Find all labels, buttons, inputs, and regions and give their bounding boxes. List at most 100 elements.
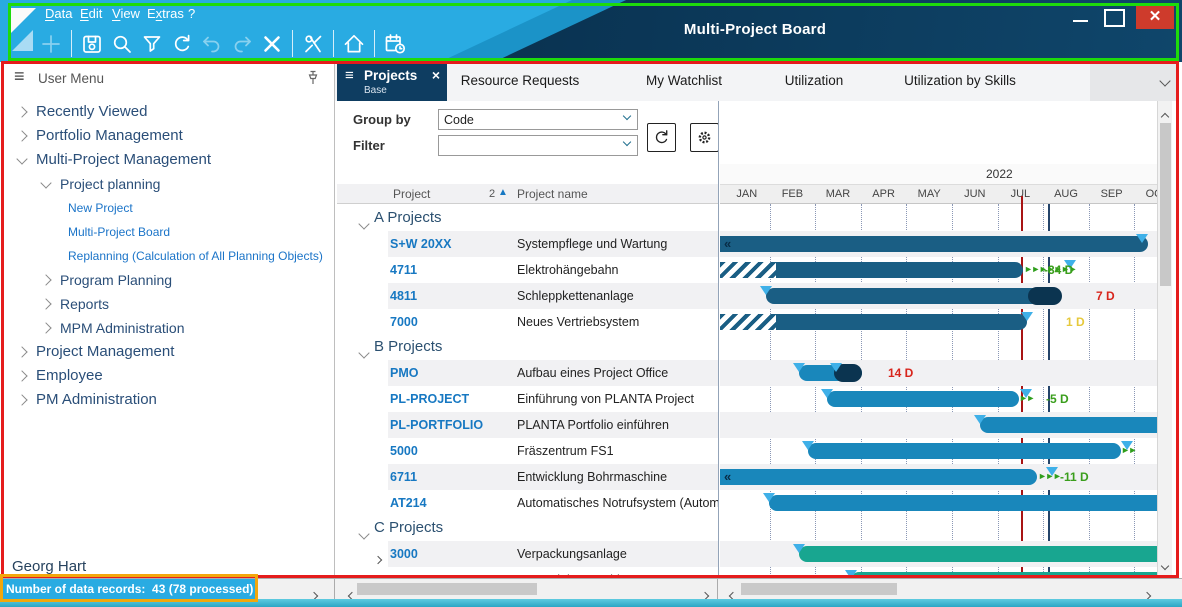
project-code-link[interactable]: PMO — [390, 366, 419, 380]
minimize-button[interactable] — [1070, 10, 1092, 26]
close-window-button[interactable]: ✕ — [1136, 6, 1174, 29]
divider — [717, 579, 718, 599]
search-button[interactable] — [109, 29, 135, 59]
toolbar-separator — [292, 30, 293, 57]
chevron-right-icon[interactable] — [40, 322, 52, 334]
tab-menu-icon[interactable]: ≡ — [345, 67, 354, 84]
vertical-scrollbar[interactable] — [1157, 101, 1172, 578]
home-icon — [344, 34, 364, 52]
sidebar-item-employee[interactable]: Employee — [4, 364, 334, 388]
month-gridline — [815, 204, 817, 578]
tab-projects-active[interactable]: ≡ Projects × Base — [337, 64, 447, 101]
tab-utilization[interactable]: Utilization — [784, 73, 844, 88]
project-code-link[interactable]: AT214 — [390, 496, 427, 510]
reload-button[interactable] — [647, 123, 676, 152]
expand-chevron-right-icon[interactable] — [373, 550, 383, 568]
group-by-select[interactable]: Code — [438, 109, 638, 130]
chevron-right-icon[interactable] — [16, 370, 28, 382]
gantt-bar-at214[interactable] — [769, 495, 1157, 511]
sidebar-item-project-planning[interactable]: Project planning — [4, 172, 334, 196]
chevron-right-icon[interactable] — [16, 106, 28, 118]
today-line — [1021, 196, 1023, 578]
gantt-bar-pl-project[interactable] — [827, 391, 1019, 407]
menu-item-view[interactable]: View — [112, 6, 140, 21]
project-code-link[interactable]: 4811 — [390, 289, 418, 303]
sidebar-item-recently-viewed[interactable]: Recently Viewed — [4, 100, 334, 124]
group-header-c-projects[interactable]: C Projects — [374, 519, 444, 536]
group-by-label: Group by — [353, 112, 411, 127]
sidebar-item-new-project[interactable]: New Project — [4, 196, 334, 220]
gantt-bar-4811[interactable] — [766, 288, 1043, 304]
tab-utilization-by-skills[interactable]: Utilization by Skills — [904, 73, 1016, 88]
gantt-bar-pl-portfolio[interactable] — [980, 417, 1157, 433]
gantt-bar-6711[interactable] — [720, 469, 1037, 485]
pin-icon[interactable] — [306, 70, 320, 85]
group-chevron-down-icon[interactable] — [358, 525, 370, 543]
project-code-link[interactable]: 7000 — [390, 315, 418, 329]
scroll-down-icon[interactable] — [1160, 556, 1170, 574]
sidebar-item-label: Recently Viewed — [36, 103, 148, 120]
horizontal-scrollbar-thumb[interactable] — [357, 583, 537, 595]
chevron-down-icon[interactable] — [16, 152, 28, 165]
maximize-button[interactable] — [1104, 9, 1125, 27]
menu-item-data[interactable]: Data — [45, 6, 73, 21]
sidebar-item-program-planning[interactable]: Program Planning — [4, 268, 334, 292]
add-icon — [42, 34, 60, 53]
gantt-bar-4711[interactable] — [720, 262, 1023, 278]
sidebar-item-multi-project-board[interactable]: Multi-Project Board — [4, 220, 334, 244]
chevron-right-icon[interactable] — [16, 346, 28, 358]
project-code-link[interactable]: 4711 — [390, 263, 418, 277]
home-button[interactable] — [341, 29, 367, 59]
sidebar-item-multi-project-management[interactable]: Multi-Project Management — [4, 148, 334, 172]
menu-item-extras[interactable]: Extras — [147, 6, 184, 21]
sidebar-item-reports[interactable]: Reports — [4, 292, 334, 316]
tools-button[interactable] — [300, 29, 326, 59]
sidebar-item-project-management[interactable]: Project Management — [4, 340, 334, 364]
column-header-project-name[interactable]: Project name — [517, 187, 588, 201]
sidebar-item-mpm-administration[interactable]: MPM Administration — [4, 316, 334, 340]
close-button[interactable] — [259, 29, 285, 59]
refresh-button[interactable] — [169, 29, 195, 59]
chevron-down-icon[interactable] — [1159, 72, 1171, 90]
horizontal-scrollbar-thumb[interactable] — [741, 583, 897, 595]
project-name-cell: PLANTA Portfolio einführen — [517, 418, 669, 432]
sidebar-item-replanning-calculation-of-all-planning-objects[interactable]: Replanning (Calculation of All Planning … — [4, 244, 334, 268]
tab-resource-requests[interactable]: Resource Requests — [460, 73, 580, 88]
project-code-link[interactable]: 5000 — [390, 444, 418, 458]
sidebar-item-label: PM Administration — [36, 391, 157, 408]
vertical-scrollbar-thumb[interactable] — [1160, 123, 1171, 286]
chevron-down-icon[interactable] — [40, 176, 52, 189]
filter-button[interactable] — [139, 29, 165, 59]
gantt-bar-5000[interactable] — [808, 443, 1121, 459]
group-chevron-down-icon[interactable] — [358, 215, 370, 233]
filter-select[interactable] — [438, 135, 638, 156]
tab-close-icon[interactable]: × — [431, 67, 440, 83]
menu-item-help[interactable]: ? — [188, 6, 196, 21]
sidebar-item-pm-administration[interactable]: PM Administration — [4, 388, 334, 412]
milestone-marker-icon — [821, 389, 833, 398]
chevron-right-icon[interactable] — [16, 394, 28, 406]
menu-item-edit[interactable]: Edit — [80, 6, 103, 21]
group-header-b-projects[interactable]: B Projects — [374, 338, 443, 355]
gantt-bar-s-w-20xx[interactable] — [720, 236, 1148, 252]
filter-panel: Group by Code Filter — [337, 101, 719, 184]
project-code-link[interactable]: S+W 20XX — [390, 237, 452, 251]
project-code-link[interactable]: 3000 — [390, 547, 418, 561]
hamburger-icon[interactable]: ≡ — [14, 66, 25, 86]
gantt-bar-3000[interactable] — [799, 546, 1157, 562]
chevron-right-icon[interactable] — [40, 274, 52, 286]
group-chevron-down-icon[interactable] — [358, 344, 370, 362]
chevron-right-icon[interactable] — [40, 298, 52, 310]
project-code-link[interactable]: PL-PROJECT — [390, 392, 470, 406]
sidebar-item-portfolio-management[interactable]: Portfolio Management — [4, 124, 334, 148]
tab-my-watchlist[interactable]: My Watchlist — [645, 73, 723, 88]
sidebar-item-label: MPM Administration — [60, 320, 185, 336]
save-button[interactable] — [79, 29, 105, 59]
project-code-link[interactable]: 6711 — [390, 470, 418, 484]
gantt-bar-7000[interactable] — [720, 314, 1027, 330]
group-header-a-projects[interactable]: A Projects — [374, 209, 442, 226]
calendar-clock-button[interactable] — [382, 29, 408, 59]
column-header-project[interactable]: Project — [393, 187, 431, 201]
project-code-link[interactable]: PL-PORTFOLIO — [390, 418, 484, 432]
chevron-right-icon[interactable] — [16, 130, 28, 142]
